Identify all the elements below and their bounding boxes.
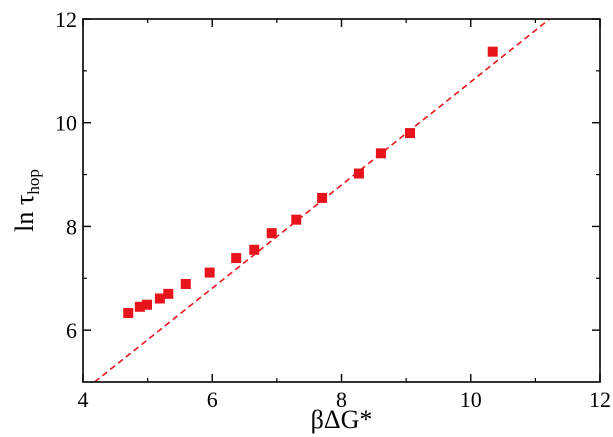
fit-line (94, 19, 551, 382)
y-axis-label: ln τhop (10, 169, 43, 232)
data-point (375, 148, 386, 159)
y-tick-label: 10 (55, 111, 77, 136)
x-tick-label: 6 (207, 387, 218, 412)
marks-layer (94, 19, 551, 382)
data-point (249, 244, 260, 255)
data-point (487, 46, 498, 57)
data-point (123, 308, 134, 319)
x-axis-label: βΔG* (311, 405, 373, 434)
x-tick-label: 12 (589, 387, 611, 412)
data-point (141, 299, 152, 310)
ticks-layer: 4 6 8 10 12 6 8 10 12 (55, 7, 611, 412)
x-tick-label: 8 (336, 387, 347, 412)
y-tick-label: 8 (66, 214, 77, 239)
data-point (204, 267, 215, 278)
y-axis-label-sub: hop (24, 169, 43, 195)
data-point (154, 293, 165, 304)
y-tick-label: 6 (66, 318, 77, 343)
y-tick-label: 12 (55, 7, 77, 32)
data-point (353, 168, 364, 179)
data-point (163, 288, 174, 299)
y-axis-label-main: ln τ (10, 195, 39, 232)
data-point (180, 278, 191, 289)
data-point (317, 192, 328, 203)
data-point (405, 128, 416, 139)
x-tick-label: 4 (78, 387, 89, 412)
data-point (134, 301, 145, 312)
plot-frame (82, 18, 601, 383)
data-point (231, 253, 242, 264)
svg-text:ln τhop: ln τhop (10, 169, 43, 232)
data-point (291, 214, 302, 225)
data-point (266, 228, 277, 239)
x-tick-label: 10 (460, 387, 482, 412)
